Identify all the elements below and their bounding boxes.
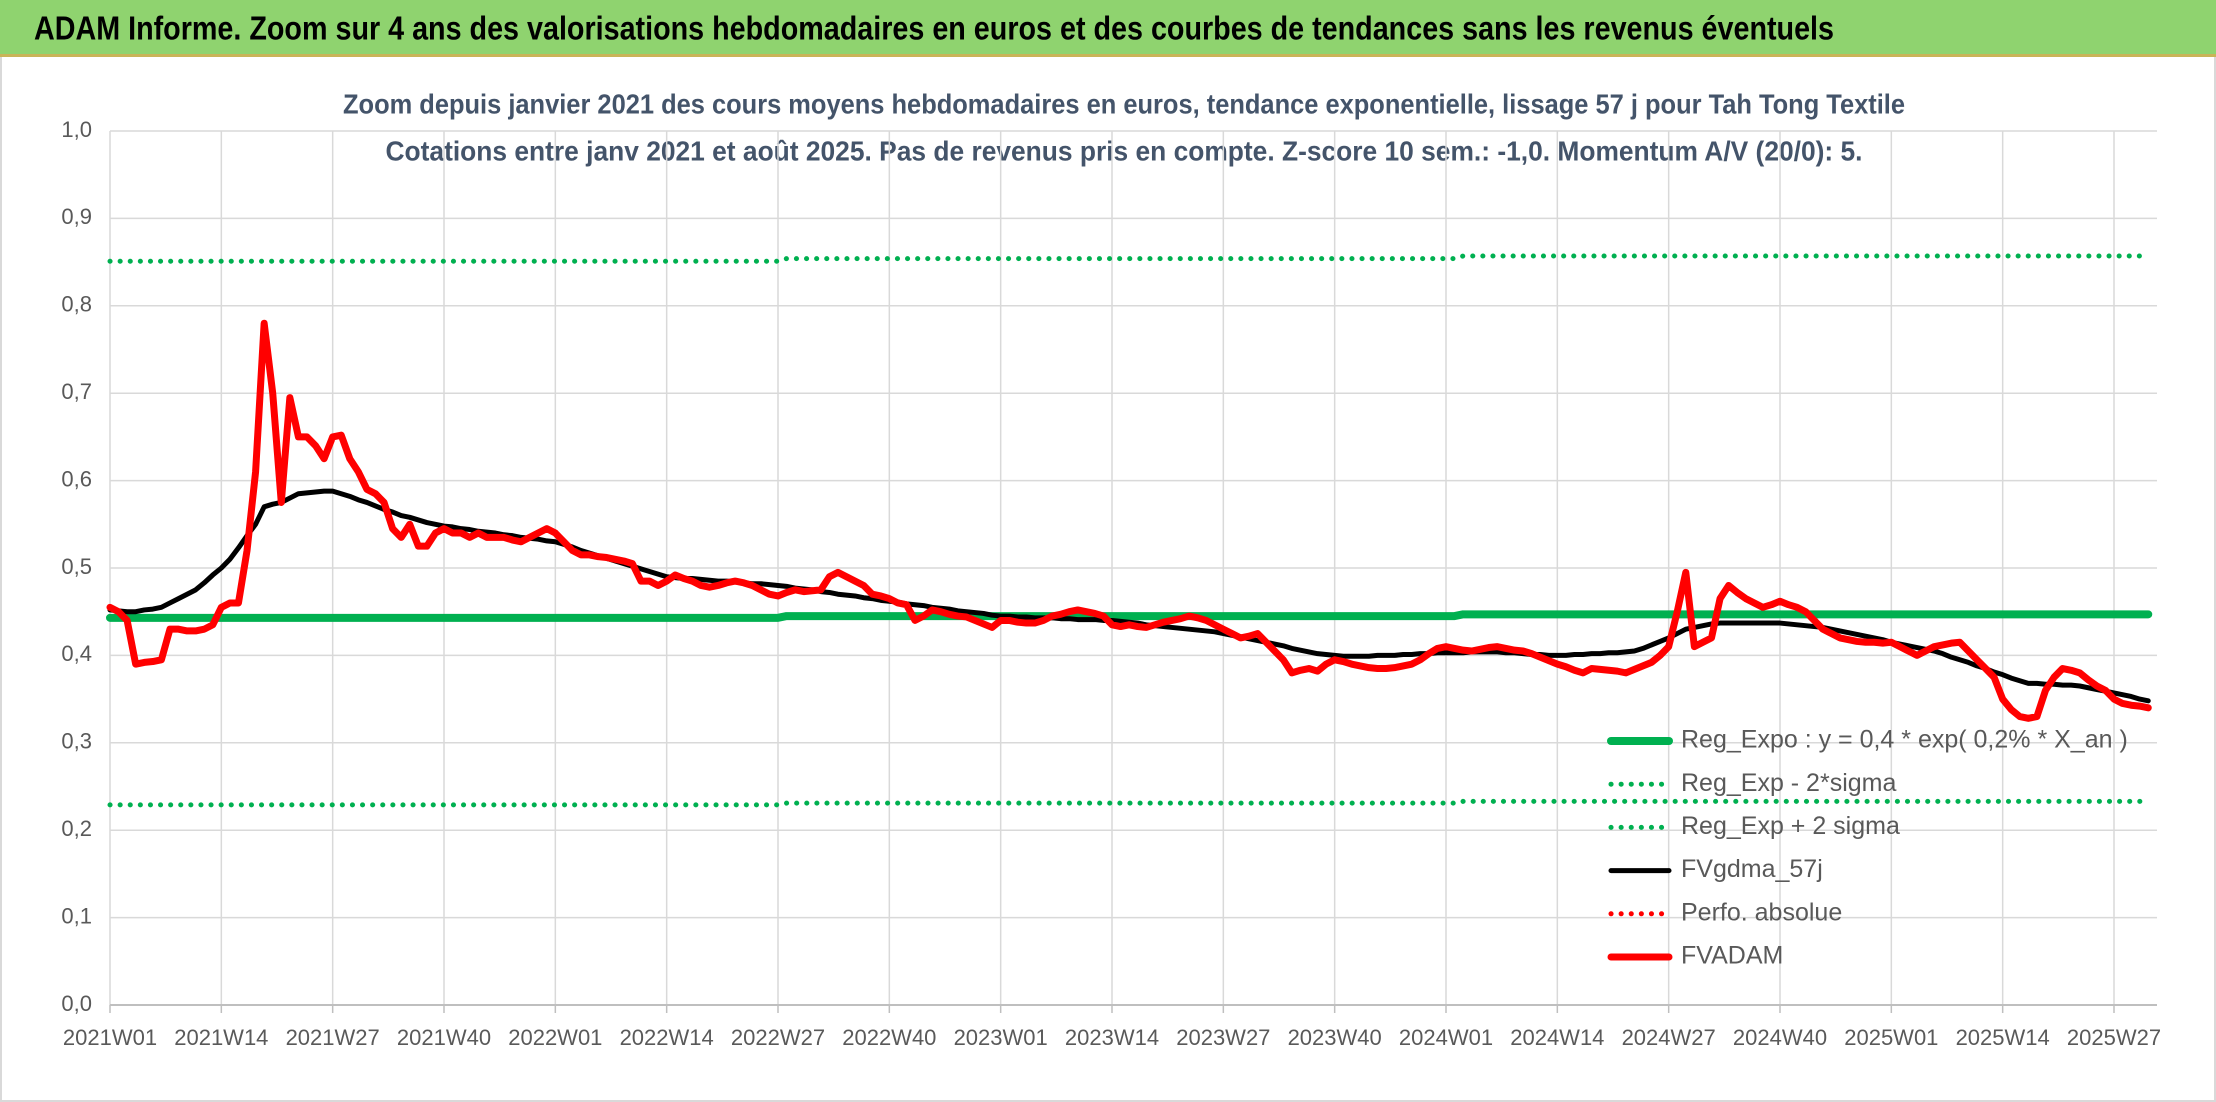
header-bar xyxy=(0,0,2216,56)
legend-label: FVgdma_57j xyxy=(1681,855,1823,883)
x-tick-label: 2021W27 xyxy=(286,1025,380,1050)
x-tick-label: 2023W27 xyxy=(1176,1025,1270,1050)
chart-subtitle: Cotations entre janv 2021 et août 2025. … xyxy=(386,135,1863,166)
x-tick-label: 2025W27 xyxy=(2067,1025,2161,1050)
x-tick-label: 2024W01 xyxy=(1399,1025,1493,1050)
y-tick-label: 0,2 xyxy=(61,816,92,841)
x-tick-label: 2023W40 xyxy=(1288,1025,1382,1050)
series-line xyxy=(106,319,2152,722)
x-tick-label: 2021W40 xyxy=(397,1025,491,1050)
legend-label: FVADAM xyxy=(1681,942,1783,970)
header-border xyxy=(0,54,2216,57)
x-tick-label: 2021W14 xyxy=(174,1025,268,1050)
x-tick-label: 2023W14 xyxy=(1065,1025,1159,1050)
legend-label: Reg_Exp - 2*sigma xyxy=(1681,769,1896,797)
x-tick-label: 2024W14 xyxy=(1510,1025,1604,1050)
x-tick-label: 2025W14 xyxy=(1956,1025,2050,1050)
legend-label: Reg_Expo : y = 0,4 * exp( 0,2% * X_an ) xyxy=(1681,726,2128,754)
x-tick-label: 2021W01 xyxy=(63,1025,157,1050)
y-tick-label: 0,6 xyxy=(61,466,92,491)
x-tick-label: 2025W01 xyxy=(1844,1025,1938,1050)
x-tick-label: 2022W14 xyxy=(620,1025,714,1050)
series-line xyxy=(106,610,2153,622)
chart-title: Zoom depuis janvier 2021 des cours moyen… xyxy=(343,88,1905,119)
x-tick-label: 2022W27 xyxy=(731,1025,825,1050)
y-tick-label: 0,0 xyxy=(61,991,92,1016)
x-tick-label: 2024W27 xyxy=(1622,1025,1716,1050)
y-tick-label: 0,4 xyxy=(61,641,92,666)
y-tick-label: 0,7 xyxy=(61,379,92,404)
series-line xyxy=(107,798,2151,808)
legend-label: Reg_Exp + 2 sigma xyxy=(1681,812,1900,840)
x-tick-label: 2022W40 xyxy=(842,1025,936,1050)
y-tick-label: 1,0 xyxy=(61,117,92,142)
y-tick-label: 0,8 xyxy=(61,292,92,317)
x-tick-label: 2024W40 xyxy=(1733,1025,1827,1050)
legend-label: Perfo. absolue xyxy=(1681,898,1842,926)
y-tick-label: 0,1 xyxy=(61,903,92,928)
y-tick-label: 0,9 xyxy=(61,204,92,229)
series-line xyxy=(107,253,2151,264)
y-tick-label: 0,3 xyxy=(61,729,92,754)
x-tick-label: 2023W01 xyxy=(954,1025,1048,1050)
y-tick-label: 0,5 xyxy=(61,554,92,579)
header-title: ADAM Informe. Zoom sur 4 ans des valoris… xyxy=(34,10,1834,47)
x-tick-label: 2022W01 xyxy=(508,1025,602,1050)
